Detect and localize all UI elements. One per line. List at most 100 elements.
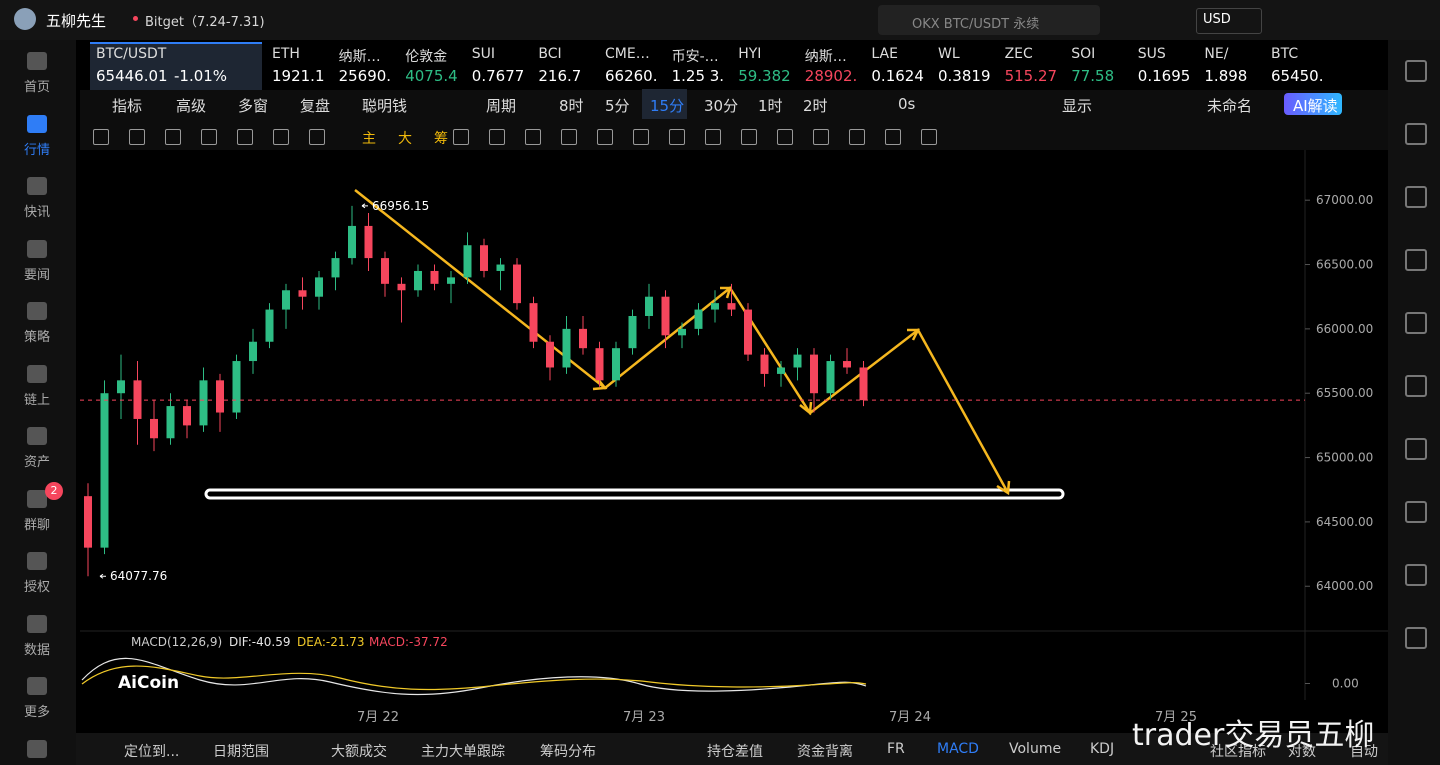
ticker-symbol[interactable]: HYI — [738, 46, 762, 62]
tool-icon[interactable] — [885, 129, 901, 145]
tool-icon[interactable] — [669, 129, 685, 145]
sidebar-label[interactable]: 资产 — [23, 455, 50, 470]
ticker-symbol[interactable]: SUI — [471, 46, 496, 62]
tool-icon[interactable] — [1405, 123, 1427, 145]
ticker-symbol[interactable]: SOI — [1071, 46, 1096, 62]
ticker-symbol[interactable]: NE/ — [1204, 46, 1229, 62]
toolbar-item[interactable]: 1时 — [758, 97, 783, 115]
tool-icon[interactable] — [813, 129, 829, 145]
sidebar-label[interactable]: 链上 — [23, 392, 50, 408]
toolbar-item[interactable]: 聪明钱 — [362, 97, 408, 115]
sidebar-icon[interactable] — [27, 489, 47, 508]
ticker-symbol[interactable]: BTC — [1271, 46, 1299, 62]
toolbar-item[interactable]: 8时 — [559, 97, 584, 115]
drawing-tool[interactable]: 主 — [362, 131, 376, 147]
bottom-tab[interactable]: 筹码分布 — [540, 744, 596, 760]
tool-icon[interactable] — [489, 129, 505, 145]
tool-icon[interactable] — [273, 129, 289, 145]
sidebar-label[interactable]: 更多 — [23, 705, 50, 720]
tool-icon[interactable] — [777, 129, 793, 145]
toolbar-item[interactable]: 0s — [898, 95, 916, 113]
tool-icon[interactable] — [1405, 375, 1427, 397]
currency-select[interactable] — [1196, 8, 1262, 34]
ai-button[interactable] — [1284, 93, 1342, 115]
bottom-tab[interactable]: 定位到... — [124, 744, 180, 760]
tool-icon[interactable] — [165, 129, 181, 145]
tool-icon[interactable] — [705, 129, 721, 145]
ticker-symbol[interactable]: SUS — [1137, 46, 1166, 62]
bottom-tab[interactable]: 社区指标 — [1210, 744, 1266, 760]
tool-icon[interactable] — [201, 129, 217, 145]
sidebar-label[interactable]: 策略 — [23, 330, 50, 345]
toolbar-item[interactable]: 5分 — [605, 97, 630, 115]
tool-icon[interactable] — [1405, 627, 1427, 649]
tool-icon[interactable] — [525, 129, 541, 145]
tool-icon[interactable] — [633, 129, 649, 145]
tool-icon[interactable] — [1405, 312, 1427, 334]
toolbar-item[interactable]: 指标 — [112, 97, 143, 115]
tool-icon[interactable] — [1405, 438, 1427, 460]
bottom-tab[interactable]: 对数 — [1288, 744, 1316, 760]
sidebar-label[interactable]: 群聊 — [23, 517, 50, 533]
sidebar-icon[interactable] — [27, 739, 47, 758]
ticker-symbol[interactable]: ZEC — [1004, 46, 1033, 62]
tool-icon[interactable] — [1405, 501, 1427, 523]
sidebar-icon[interactable] — [27, 114, 47, 133]
ticker-symbol[interactable]: 伦敦金 — [405, 49, 448, 65]
toolbar-item[interactable]: 高级 — [176, 97, 207, 115]
sidebar-icon[interactable] — [27, 239, 47, 258]
ticker-symbol[interactable]: CME… — [605, 46, 650, 62]
toolbar-item[interactable]: AI解读 — [1293, 97, 1338, 115]
drawing-tool[interactable]: 筹 — [434, 131, 448, 147]
tool-icon[interactable] — [561, 129, 577, 145]
sidebar-icon[interactable] — [27, 177, 47, 195]
tool-icon[interactable] — [93, 129, 109, 145]
tool-icon[interactable] — [1405, 186, 1427, 208]
sidebar-label[interactable]: 快讯 — [23, 205, 50, 220]
ticker-symbol[interactable]: WL — [938, 46, 960, 62]
tool-icon[interactable] — [1405, 564, 1427, 586]
tool-icon[interactable] — [309, 129, 325, 145]
toolbar-item[interactable]: 15分 — [650, 97, 685, 115]
ticker-symbol[interactable]: LAE — [871, 46, 898, 62]
bottom-tab[interactable]: 资金背离 — [797, 744, 853, 760]
search-box[interactable] — [878, 5, 1100, 35]
toolbar-item[interactable]: 2时 — [803, 97, 828, 115]
sidebar-label[interactable]: 要闻 — [23, 267, 50, 283]
toolbar-item[interactable]: 复盘 — [300, 97, 331, 115]
toolbar-item[interactable]: 周期 — [486, 97, 517, 115]
bottom-tab[interactable]: 持仓差值 — [707, 744, 763, 760]
bottom-tab[interactable]: Volume — [1009, 741, 1062, 757]
toolbar-item[interactable]: 未命名 — [1207, 97, 1253, 115]
sidebar-label[interactable]: 首页 — [23, 80, 50, 95]
avatar[interactable] — [14, 8, 36, 30]
sidebar-label[interactable]: 数据 — [23, 642, 50, 658]
sidebar-label[interactable]: 授权 — [23, 580, 50, 595]
bottom-tab[interactable]: KDJ — [1090, 741, 1115, 757]
ticker-symbol[interactable]: 纳斯… — [338, 49, 381, 65]
sidebar-icon[interactable] — [27, 552, 47, 570]
bottom-tab[interactable]: FR — [887, 741, 905, 757]
toolbar-item[interactable]: 30分 — [704, 97, 739, 115]
bottom-tab[interactable]: 自动 — [1350, 744, 1378, 760]
toolbar-item[interactable]: 多窗 — [238, 97, 269, 115]
tool-icon[interactable] — [1405, 60, 1427, 82]
tool-icon[interactable] — [849, 129, 865, 145]
bottom-tab[interactable]: MACD — [937, 741, 979, 757]
tool-icon[interactable] — [129, 129, 145, 145]
sidebar-icon[interactable] — [27, 614, 47, 633]
ticker-symbol[interactable]: BTC/USDT — [96, 46, 167, 62]
support-line[interactable] — [204, 488, 1065, 500]
tool-icon[interactable] — [741, 129, 757, 145]
bottom-tab[interactable]: 主力大单跟踪 — [421, 744, 505, 760]
bottom-tab[interactable]: 日期范围 — [213, 744, 269, 760]
tool-icon[interactable] — [597, 129, 613, 145]
sidebar-icon[interactable] — [27, 364, 47, 383]
sidebar-icon[interactable] — [27, 427, 47, 445]
ticker-symbol[interactable]: 纳斯… — [804, 49, 847, 65]
tool-icon[interactable] — [453, 129, 469, 145]
tool-icon[interactable] — [921, 129, 937, 145]
sidebar-icon[interactable] — [27, 52, 47, 70]
drawing-tool[interactable]: 大 — [398, 131, 412, 147]
ticker-symbol[interactable]: BCI — [538, 46, 562, 62]
